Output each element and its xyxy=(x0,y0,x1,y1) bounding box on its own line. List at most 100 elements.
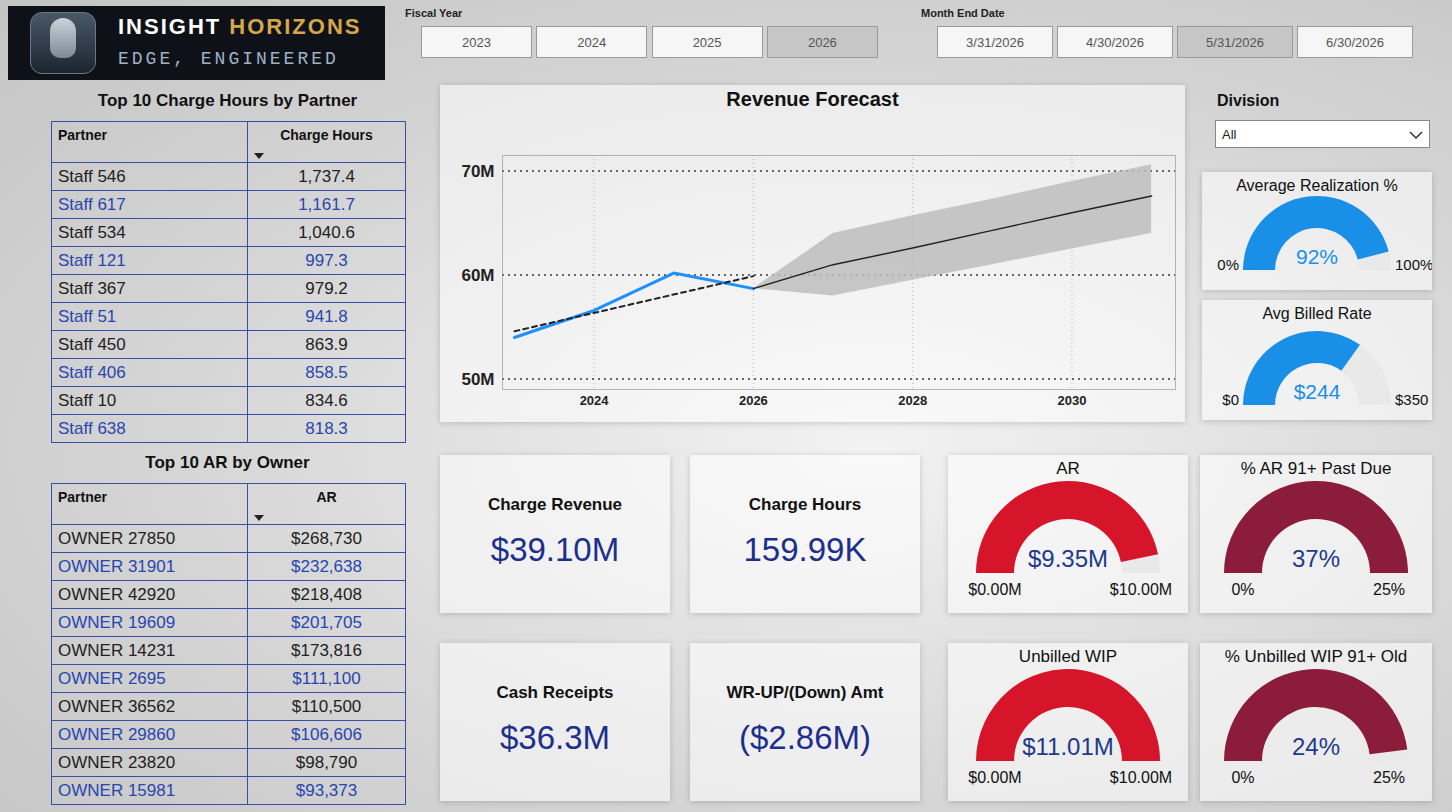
html-text:$218,408: $218,408 xyxy=(291,584,362,604)
svg-text:$11.01M: $11.01M xyxy=(1022,733,1114,760)
svg-text:Average Realization %: Average Realization % xyxy=(1236,177,1398,194)
svg-text:37%: 37% xyxy=(1292,545,1340,572)
html-text:OWNER 42920: OWNER 42920 xyxy=(58,584,176,604)
html-text:Staff 10: Staff 10 xyxy=(58,390,117,410)
html-text:1,737.4: 1,737.4 xyxy=(298,166,355,186)
html-text:$268,730: $268,730 xyxy=(291,528,362,548)
html-text:Top 10 AR by Owner: Top 10 AR by Owner xyxy=(145,453,310,472)
html-text:Staff 367: Staff 367 xyxy=(58,278,126,298)
html-text:2023: 2023 xyxy=(462,34,491,50)
html-text:$98,790: $98,790 xyxy=(295,752,358,772)
svg-text:% Unbilled WIP 91+ Old: % Unbilled WIP 91+ Old xyxy=(1225,647,1408,666)
svg-text:25%: 25% xyxy=(1373,769,1405,786)
svg-text:2026: 2026 xyxy=(739,393,768,408)
svg-text:$350: $350 xyxy=(1395,391,1428,408)
svg-text:50M: 50M xyxy=(461,370,494,389)
html-text:Staff 51: Staff 51 xyxy=(58,306,117,326)
html-text:818.3: 818.3 xyxy=(305,418,348,438)
html-text:2025: 2025 xyxy=(692,34,722,50)
html-text:Partner: Partner xyxy=(58,127,107,143)
html-text:$110,500: $110,500 xyxy=(291,696,362,716)
html-text:$173,816: $173,816 xyxy=(291,640,362,660)
html-text:OWNER 36562: OWNER 36562 xyxy=(58,696,176,716)
svg-text:$10.00M: $10.00M xyxy=(1110,769,1172,786)
html-text:Staff 534: Staff 534 xyxy=(58,222,126,242)
html-text:OWNER 23820: OWNER 23820 xyxy=(58,752,176,772)
html-text:All: All xyxy=(1222,127,1237,142)
html-text:863.9: 863.9 xyxy=(305,334,348,354)
svg-text:25%: 25% xyxy=(1373,581,1405,598)
svg-text:$10.00M: $10.00M xyxy=(1110,581,1172,598)
svg-text:60M: 60M xyxy=(461,266,494,285)
html-text:$93,373: $93,373 xyxy=(295,780,358,800)
svg-text:0%: 0% xyxy=(1231,769,1254,786)
html-text:$106,606: $106,606 xyxy=(291,724,362,744)
svg-text:Unbilled WIP: Unbilled WIP xyxy=(1019,647,1117,666)
svg-text:AR: AR xyxy=(1056,459,1080,478)
html-text:Staff 450: Staff 450 xyxy=(58,334,126,354)
svg-text:2028: 2028 xyxy=(898,393,927,408)
html-text:159.99K: 159.99K xyxy=(743,531,867,568)
html-text:Staff 638: Staff 638 xyxy=(58,418,126,438)
html-text:Fiscal Year: Fiscal Year xyxy=(405,7,463,19)
html-text:OWNER 2695: OWNER 2695 xyxy=(58,668,166,688)
html-text:OWNER 19609: OWNER 19609 xyxy=(58,612,176,632)
svg-text:$244: $244 xyxy=(1294,380,1341,403)
html-text:Top 10 Charge Hours by Partner: Top 10 Charge Hours by Partner xyxy=(97,91,358,110)
html-text:1,161.7: 1,161.7 xyxy=(298,194,355,214)
html-text:AR: AR xyxy=(316,489,337,505)
svg-text:% AR 91+ Past Due: % AR 91+ Past Due xyxy=(1241,459,1392,478)
html-text:6/30/2026: 6/30/2026 xyxy=(1326,34,1384,50)
svg-text:100%: 100% xyxy=(1395,256,1432,273)
html-text:Staff 406: Staff 406 xyxy=(58,362,126,382)
svg-text:70M: 70M xyxy=(461,162,494,181)
html-text:941.8: 941.8 xyxy=(305,306,348,326)
html-text:Charge Revenue: Charge Revenue xyxy=(487,495,623,514)
html-text:Staff 546: Staff 546 xyxy=(58,166,126,186)
svg-text:0%: 0% xyxy=(1217,256,1239,273)
html-text:OWNER 27850: OWNER 27850 xyxy=(58,528,176,548)
html-text:OWNER 31901: OWNER 31901 xyxy=(58,556,176,576)
html-text:834.6: 834.6 xyxy=(305,390,348,410)
html-text:Partner: Partner xyxy=(58,489,107,505)
svg-text:92%: 92% xyxy=(1296,245,1338,268)
html-text:997.3: 997.3 xyxy=(305,250,348,270)
html-text:Revenue Forecast: Revenue Forecast xyxy=(726,88,899,110)
html-text:2026: 2026 xyxy=(807,34,837,50)
html-text:1,040.6: 1,040.6 xyxy=(298,222,355,242)
html-text:$232,638: $232,638 xyxy=(291,556,362,576)
html-text:$39.10M: $39.10M xyxy=(490,531,620,568)
html-text:Month End Date: Month End Date xyxy=(921,7,1005,19)
html-text:2024: 2024 xyxy=(577,34,607,50)
svg-text:2024: 2024 xyxy=(580,393,610,408)
html-text:858.5: 858.5 xyxy=(305,362,348,382)
html-text:OWNER 29860: OWNER 29860 xyxy=(58,724,176,744)
html-text:Division: Division xyxy=(1217,92,1280,109)
svg-text:0%: 0% xyxy=(1231,581,1254,598)
svg-text:2030: 2030 xyxy=(1058,393,1087,408)
svg-text:$0.00M: $0.00M xyxy=(968,769,1021,786)
html-text:($2.86M): ($2.86M) xyxy=(739,719,871,756)
html-text:$36.3M: $36.3M xyxy=(500,719,610,756)
svg-text:$0: $0 xyxy=(1222,391,1239,408)
html-text:$201,705: $201,705 xyxy=(291,612,362,632)
html-text:EDGE, ENGINEERED: EDGE, ENGINEERED xyxy=(118,49,339,69)
html-text:5/31/2026: 5/31/2026 xyxy=(1206,34,1264,50)
svg-text:$9.35M: $9.35M xyxy=(1028,545,1108,572)
html-text:Staff 617: Staff 617 xyxy=(58,194,126,214)
html-text:OWNER 14231: OWNER 14231 xyxy=(58,640,176,660)
html-text:OWNER 15981: OWNER 15981 xyxy=(58,780,176,800)
svg-text:Avg Billed Rate: Avg Billed Rate xyxy=(1262,305,1371,322)
html-text:Staff 121: Staff 121 xyxy=(58,250,126,270)
html-text:Cash Receipts: Cash Receipts xyxy=(496,683,614,702)
svg-text:$0.00M: $0.00M xyxy=(968,581,1021,598)
html-text:$111,100: $111,100 xyxy=(292,668,361,688)
svg-text:24%: 24% xyxy=(1292,733,1340,760)
html-text:979.2: 979.2 xyxy=(305,278,348,298)
html-text:Charge Hours: Charge Hours xyxy=(748,495,862,514)
html-text:WR-UP/(Down) Amt: WR-UP/(Down) Amt xyxy=(726,683,884,702)
html-text:INSIGHT HORIZONS: INSIGHT HORIZONS xyxy=(118,14,362,39)
html-text:4/30/2026: 4/30/2026 xyxy=(1086,34,1144,50)
html-text:Charge Hours: Charge Hours xyxy=(280,127,373,143)
html-text:3/31/2026: 3/31/2026 xyxy=(966,34,1024,50)
